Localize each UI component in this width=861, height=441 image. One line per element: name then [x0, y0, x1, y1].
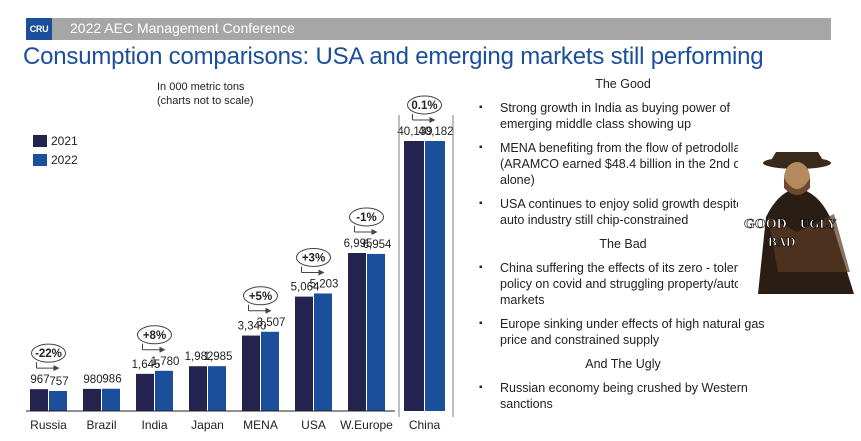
bad-heading: The Bad: [599, 237, 647, 251]
poster-text-ugly: UGLY: [800, 216, 837, 231]
legend-item-2022: 2022: [33, 150, 78, 169]
value-label-2022: 5,203: [310, 278, 339, 290]
x-tick-label: China: [409, 418, 441, 432]
change-badge-arrow-icon: [53, 365, 60, 372]
poster-text-good: GOOD: [744, 217, 787, 232]
x-tick-label: Japan: [191, 418, 224, 432]
value-label-2021: 40,139: [397, 126, 432, 138]
slide-title: Consumption comparisons: USA and emergin…: [23, 43, 764, 70]
bad-item: Europe sinking under effects of high nat…: [479, 316, 778, 348]
bar-2022-india: [155, 370, 173, 411]
bar-2022-mena: [261, 331, 279, 411]
bar-2021-mena: [242, 335, 260, 411]
movie-poster-image: GOOD BAD UGLY: [738, 122, 856, 294]
commentary-panel: The Good Strong growth in India as buyin…: [478, 72, 778, 420]
bar-2021-china: [404, 141, 424, 411]
x-tick-label: Russia: [30, 418, 67, 432]
good-heading: The Good: [595, 77, 651, 91]
bar-2022-usa: [314, 293, 332, 411]
x-tick-label: Brazil: [86, 418, 116, 432]
change-badge-outline: [31, 343, 66, 363]
value-label-2022: 757: [49, 376, 68, 388]
bad-list: China suffering the effects of its zero …: [478, 260, 778, 348]
change-badge-label: -1%: [356, 212, 376, 224]
bar-2022-brazil: [102, 388, 120, 411]
change-badge-label: +5%: [249, 291, 272, 303]
chart-legend: 2021 2022: [33, 131, 78, 169]
cru-logo: CRU: [26, 18, 52, 40]
change-badge-label: +8%: [143, 330, 166, 342]
good-item: MENA benefiting from the flow of petrodo…: [479, 140, 778, 188]
legend-label-2021: 2021: [51, 133, 78, 148]
change-badge-outline: [407, 95, 442, 115]
legend-item-2021: 2021: [33, 131, 78, 150]
change-badge-label: 0.1%: [411, 100, 437, 112]
change-badge-outline: [243, 286, 278, 306]
change-badge-outline: [137, 325, 172, 345]
ugly-list: Russian economy being crushed by Western…: [478, 380, 778, 412]
value-label-2021: 967: [30, 374, 49, 386]
ugly-item: Russian economy being crushed by Western…: [479, 380, 778, 412]
x-tick-label: India: [141, 418, 167, 432]
change-badge-outline: [349, 207, 384, 227]
x-tick-label: USA: [301, 418, 326, 432]
units-line-2: (charts not to scale): [157, 95, 254, 107]
value-label-2021: 1,645: [132, 359, 161, 371]
value-label-2022: 6,954: [363, 239, 392, 251]
good-item-text: MENA benefiting from the flow of petrodo…: [500, 141, 774, 187]
poster-text-bad: BAD: [768, 234, 795, 249]
value-label-2022: 3,507: [257, 317, 286, 329]
x-tick-label: MENA: [243, 418, 278, 432]
legend-swatch-2022: [33, 153, 47, 166]
bar-2022-japan: [208, 366, 226, 411]
value-label-2022: 40,182: [418, 126, 453, 138]
bad-item: China suffering the effects of its zero …: [479, 260, 778, 308]
bar-2022-china: [425, 141, 445, 411]
value-label-2021: 5,064: [291, 282, 320, 294]
bar-2021-russia: [30, 389, 48, 411]
value-label-2021: 6,995: [344, 238, 373, 250]
bar-2022-w.europe: [367, 253, 385, 411]
bar-2021-w.europe: [348, 253, 366, 411]
value-label-2021: 1,982: [185, 351, 214, 363]
value-label-2022: 1,985: [204, 351, 233, 363]
bar-2021-india: [136, 373, 154, 411]
value-label-2021: 3,340: [238, 321, 267, 333]
value-label-2022: 1,780: [151, 356, 180, 368]
change-badge-label: +3%: [302, 252, 325, 264]
units-note: In 000 metric tons (charts not to scale): [157, 80, 254, 108]
change-badge-arrow-icon: [159, 346, 166, 353]
change-badge-outline: [296, 247, 331, 267]
bar-2022-russia: [49, 391, 67, 411]
change-badge-arrow-icon: [318, 269, 325, 276]
good-list: Strong growth in India as buying power o…: [478, 100, 778, 228]
bar-2021-usa: [295, 296, 313, 411]
conference-name: 2022 AEC Management Conference: [70, 20, 295, 36]
legend-label-2022: 2022: [51, 152, 78, 167]
bar-2021-japan: [189, 366, 207, 411]
value-label-2022: 986: [102, 374, 121, 386]
good-item: Strong growth in India as buying power o…: [479, 100, 778, 132]
change-badge-label: -22%: [35, 348, 62, 360]
x-tick-label: W.Europe: [340, 418, 393, 432]
change-badge-arrow-icon: [371, 229, 378, 235]
units-line-1: In 000 metric tons: [157, 81, 245, 93]
ugly-heading: And The Ugly: [585, 357, 661, 371]
change-badge-arrow-icon: [265, 307, 272, 314]
legend-swatch-2021: [33, 134, 47, 147]
value-label-2021: 980: [83, 374, 102, 386]
good-item: USA continues to enjoy solid growth desp…: [479, 196, 778, 228]
conference-banner: CRU 2022 AEC Management Conference: [26, 18, 831, 40]
bar-2021-brazil: [83, 388, 101, 411]
change-badge-arrow-icon: [429, 117, 436, 123]
